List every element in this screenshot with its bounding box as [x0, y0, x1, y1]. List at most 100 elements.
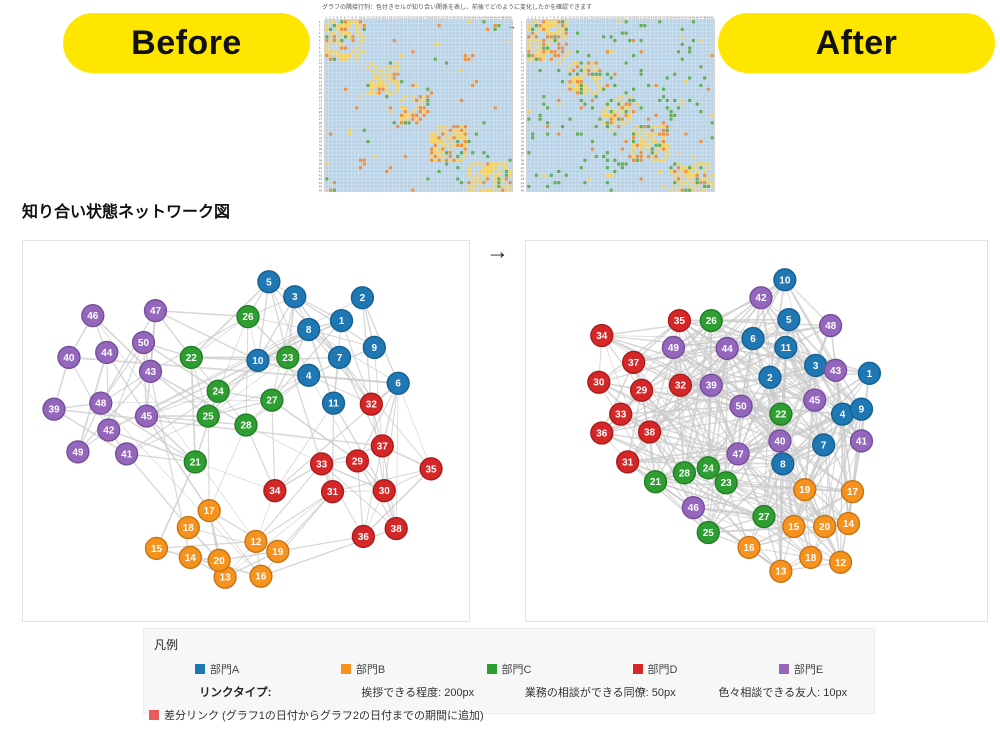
network-node-33[interactable]: 33: [309, 452, 334, 476]
network-node-1[interactable]: 1: [857, 361, 882, 385]
network-node-15[interactable]: 15: [782, 514, 806, 539]
network-node-21[interactable]: 21: [643, 470, 668, 494]
network-node-29[interactable]: 29: [345, 449, 370, 473]
network-node-40[interactable]: 40: [57, 345, 81, 370]
network-node-12[interactable]: 12: [244, 529, 268, 554]
network-node-38[interactable]: 38: [384, 516, 408, 541]
network-node-28[interactable]: 28: [672, 461, 697, 485]
network-node-17[interactable]: 17: [840, 480, 865, 504]
network-node-8[interactable]: 8: [297, 317, 321, 342]
network-node-3[interactable]: 3: [283, 285, 307, 309]
network-node-37[interactable]: 37: [622, 350, 646, 374]
network-node-25[interactable]: 25: [196, 404, 220, 428]
network-node-23[interactable]: 23: [714, 471, 738, 495]
network-node-10[interactable]: 10: [773, 268, 797, 292]
network-node-2[interactable]: 2: [350, 286, 375, 310]
network-node-32[interactable]: 32: [668, 373, 693, 397]
network-node-37[interactable]: 37: [370, 434, 394, 458]
network-node-49[interactable]: 49: [661, 335, 686, 360]
network-node-28[interactable]: 28: [234, 413, 258, 437]
network-node-16[interactable]: 16: [249, 564, 273, 588]
network-node-3[interactable]: 3: [804, 353, 828, 377]
network-node-19[interactable]: 19: [793, 478, 817, 502]
network-node-14[interactable]: 14: [836, 511, 861, 536]
network-node-33[interactable]: 33: [609, 402, 633, 426]
network-node-31[interactable]: 31: [320, 480, 345, 504]
network-node-31[interactable]: 31: [616, 450, 640, 474]
network-node-5[interactable]: 5: [777, 307, 801, 332]
network-node-34[interactable]: 34: [263, 479, 287, 503]
network-node-11[interactable]: 11: [321, 391, 346, 415]
network-node-48[interactable]: 48: [89, 391, 113, 415]
network-node-44[interactable]: 44: [95, 340, 119, 365]
network-node-1[interactable]: 1: [329, 308, 354, 333]
link-type-greeting: 挨拶できる程度: 200px: [361, 687, 475, 699]
network-node-44[interactable]: 44: [715, 336, 739, 361]
network-node-46[interactable]: 46: [681, 495, 705, 520]
network-node-22[interactable]: 22: [179, 345, 203, 370]
network-node-40[interactable]: 40: [768, 429, 792, 453]
network-node-2[interactable]: 2: [758, 365, 782, 389]
network-node-12[interactable]: 12: [828, 550, 853, 574]
network-node-18[interactable]: 18: [176, 515, 200, 540]
network-node-16[interactable]: 16: [737, 535, 761, 560]
network-node-25[interactable]: 25: [696, 520, 720, 545]
network-node-45[interactable]: 45: [134, 404, 159, 428]
network-node-50[interactable]: 50: [131, 330, 156, 355]
network-node-17[interactable]: 17: [197, 498, 221, 523]
network-node-43[interactable]: 43: [138, 359, 163, 383]
network-node-35[interactable]: 35: [419, 457, 443, 481]
network-node-14[interactable]: 14: [178, 545, 202, 569]
network-node-42[interactable]: 42: [749, 286, 773, 310]
network-node-23[interactable]: 23: [276, 345, 300, 370]
network-node-36[interactable]: 36: [351, 524, 376, 549]
network-node-6[interactable]: 6: [741, 326, 765, 351]
network-node-21[interactable]: 21: [183, 450, 207, 474]
network-node-29[interactable]: 29: [629, 378, 654, 402]
network-node-13[interactable]: 13: [769, 559, 793, 583]
network-node-30[interactable]: 30: [372, 479, 396, 503]
network-node-22[interactable]: 22: [769, 402, 793, 426]
network-node-10[interactable]: 10: [246, 348, 270, 373]
network-node-15[interactable]: 15: [144, 536, 169, 561]
network-node-11[interactable]: 11: [774, 335, 798, 360]
network-node-45[interactable]: 45: [803, 388, 827, 412]
network-node-5[interactable]: 5: [257, 270, 281, 294]
network-node-27[interactable]: 27: [752, 504, 776, 529]
network-edge: [710, 324, 831, 386]
network-node-20[interactable]: 20: [207, 548, 231, 572]
network-node-41[interactable]: 41: [849, 429, 874, 453]
network-node-9[interactable]: 9: [849, 397, 874, 421]
network-node-43[interactable]: 43: [823, 358, 848, 382]
network-node-18[interactable]: 18: [799, 545, 823, 569]
network-node-9[interactable]: 9: [362, 335, 386, 360]
network-node-32[interactable]: 32: [359, 392, 383, 416]
network-node-24[interactable]: 24: [206, 379, 230, 403]
network-node-39[interactable]: 39: [699, 373, 723, 397]
network-node-38[interactable]: 38: [637, 420, 662, 444]
network-node-46[interactable]: 46: [81, 303, 105, 328]
network-node-26[interactable]: 26: [236, 304, 260, 329]
network-node-36[interactable]: 36: [590, 421, 614, 445]
network-node-48[interactable]: 48: [818, 313, 843, 338]
network-node-26[interactable]: 26: [699, 308, 723, 333]
network-node-6[interactable]: 6: [386, 371, 410, 395]
network-node-24[interactable]: 24: [696, 456, 720, 480]
network-node-27[interactable]: 27: [260, 388, 284, 412]
network-node-30[interactable]: 30: [587, 370, 611, 394]
network-node-20[interactable]: 20: [813, 514, 837, 539]
network-node-8[interactable]: 8: [771, 452, 795, 476]
network-node-39[interactable]: 39: [42, 397, 66, 421]
network-node-42[interactable]: 42: [97, 418, 121, 442]
network-node-47[interactable]: 47: [726, 442, 750, 466]
network-node-34[interactable]: 34: [590, 323, 614, 348]
network-node-19[interactable]: 19: [266, 539, 290, 564]
network-node-41[interactable]: 41: [114, 442, 139, 466]
network-node-7[interactable]: 7: [812, 433, 836, 457]
network-node-49[interactable]: 49: [66, 440, 90, 464]
network-node-47[interactable]: 47: [143, 298, 168, 323]
network-node-7[interactable]: 7: [327, 345, 352, 370]
network-node-4[interactable]: 4: [297, 363, 321, 387]
network-node-50[interactable]: 50: [729, 394, 753, 418]
network-node-35[interactable]: 35: [667, 308, 692, 333]
